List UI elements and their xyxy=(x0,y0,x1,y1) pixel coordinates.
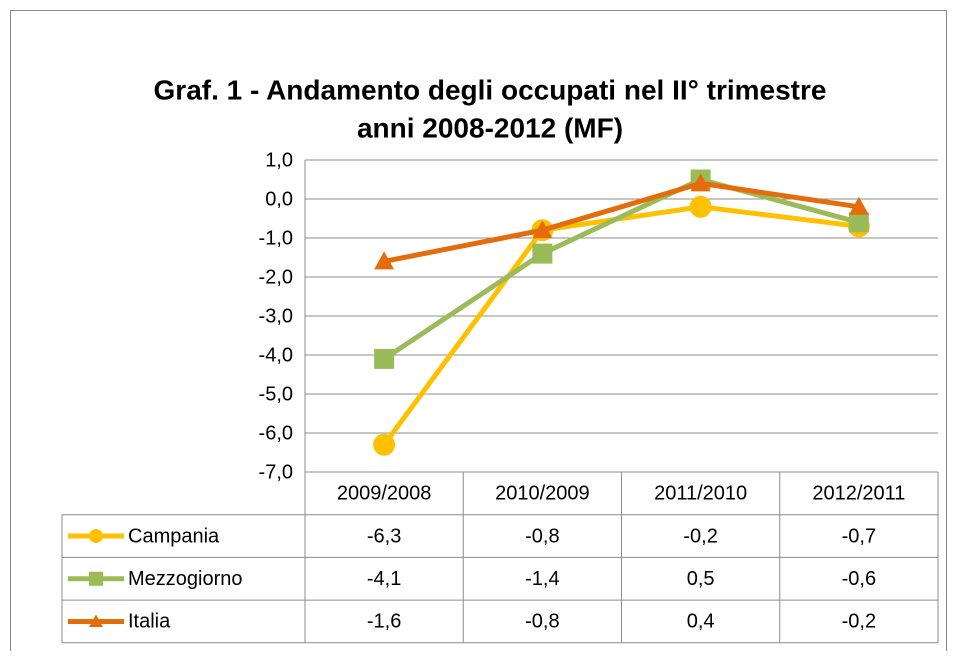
chart-title: anni 2008-2012 (MF) xyxy=(357,112,623,143)
marker xyxy=(532,220,553,239)
x-tick-label: 2011/2010 xyxy=(654,483,747,505)
x-tick-label: 2009/2008 xyxy=(337,483,432,505)
table-value: -0,6 xyxy=(842,568,876,590)
marker xyxy=(374,348,395,369)
marker xyxy=(89,614,103,628)
legend-label: Mezzogiorno xyxy=(128,568,243,590)
y-tick-label: -5,0 xyxy=(259,383,293,405)
series-line xyxy=(382,177,860,361)
y-tick-label: 1,0 xyxy=(265,149,293,171)
marker xyxy=(374,251,395,270)
marker xyxy=(848,196,869,215)
table-value: -0,2 xyxy=(842,611,876,633)
chart-border xyxy=(10,10,947,651)
table-value: 0,4 xyxy=(687,611,715,633)
table-value: -1,4 xyxy=(525,568,559,590)
x-tick-label: 2010/2009 xyxy=(495,483,590,505)
marker xyxy=(689,195,712,218)
table-value: -1,6 xyxy=(367,611,401,633)
legend-label: Italia xyxy=(128,611,171,633)
marker xyxy=(89,571,103,586)
table-value: 0,5 xyxy=(687,568,715,590)
marker xyxy=(532,243,553,264)
table-value: -0,8 xyxy=(525,525,559,547)
table-value: -6,3 xyxy=(367,525,401,547)
y-tick-label: -6,0 xyxy=(259,422,293,444)
legend-label: Campania xyxy=(128,525,220,547)
table-value: -0,2 xyxy=(683,525,717,547)
table-value: -0,8 xyxy=(525,611,559,633)
marker xyxy=(848,212,869,233)
y-tick-label: -2,0 xyxy=(259,266,293,288)
y-tick-label: -7,0 xyxy=(259,461,293,483)
y-tick-label: -3,0 xyxy=(259,305,293,327)
marker xyxy=(89,529,103,544)
series-line xyxy=(383,180,860,264)
series-line xyxy=(382,204,860,447)
table-value: -0,7 xyxy=(842,525,876,547)
x-tick-label: 2012/2011 xyxy=(812,483,905,505)
marker xyxy=(690,173,711,192)
y-tick-label: 0,0 xyxy=(265,188,293,210)
y-tick-label: -1,0 xyxy=(259,227,293,249)
marker xyxy=(373,433,396,456)
table-value: -4,1 xyxy=(367,568,401,590)
chart-title: Graf. 1 - Andamento degli occupati nel I… xyxy=(154,74,827,105)
y-tick-label: -4,0 xyxy=(259,344,293,366)
